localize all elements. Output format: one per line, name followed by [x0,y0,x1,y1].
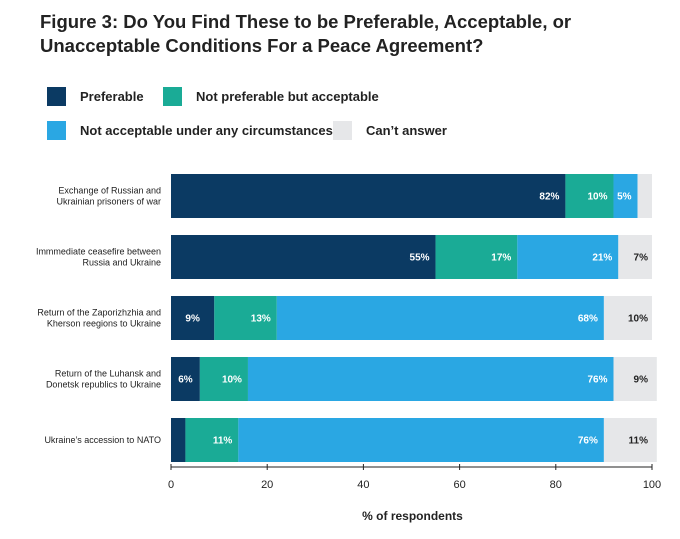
data-label: 9% [634,375,649,386]
chart-title: Figure 3: Do You Find These to be Prefer… [40,11,572,56]
bar-segment [613,174,638,218]
x-axis-title: % of respondents [362,509,463,523]
bar-segment [603,418,657,462]
legend-swatch [47,87,66,106]
data-label: 10% [628,314,648,325]
data-label: 82% [539,192,559,203]
legend-label: Not acceptable under any circumstances [80,123,333,138]
x-tick-label: 80 [550,479,562,491]
data-label: 10% [588,192,608,203]
legend-label: Preferable [80,89,144,104]
category-label: Return of the Luhansk and Donetsk republi… [46,369,161,390]
data-label: 17% [491,253,511,264]
bar-segment [171,357,200,401]
data-label: 11% [213,436,233,447]
legend-swatch [163,87,182,106]
bar-segment [517,235,619,279]
data-label: 10% [222,375,242,386]
legend-label: Not preferable but acceptable [196,89,379,104]
legend-item-preferable: Preferable [47,87,144,106]
x-tick-label: 20 [261,479,273,491]
legend-item-not-preferable-but-acceptable: Not preferable but acceptable [163,87,379,106]
x-tick-label: 0 [168,479,174,491]
legend-item-cant-answer: Can’t answer [333,121,447,140]
data-label: 68% [578,314,598,325]
bar-segment [185,418,239,462]
bar-segment [199,357,248,401]
data-label: 11% [629,436,649,447]
data-label: 55% [410,253,430,264]
bar-segment [171,174,566,218]
category-label: Immmediate ceasefire between Russia and U… [36,247,161,268]
bar-segment [214,296,277,340]
bar-segment [613,357,657,401]
data-label: 21% [592,253,612,264]
legend-item-not-acceptable: Not acceptable under any circumstances [47,121,333,140]
bar-segment [603,296,652,340]
bar-segment [238,418,604,462]
bar-segment [637,174,652,218]
data-label: 13% [251,314,271,325]
data-label: 5% [617,192,632,203]
bar-segment [171,418,186,462]
data-label: 9% [185,314,200,325]
data-label: 76% [578,436,598,447]
legend-swatch [333,121,352,140]
x-tick-label: 60 [453,479,465,491]
legend-label: Can’t answer [366,123,447,138]
category-label: Return of the Zaporizhzhia and Kherson re… [37,308,161,329]
x-tick-label: 40 [357,479,369,491]
category-label: Exchange of Russian and Ukrainian prisone… [56,186,161,207]
data-label: 6% [178,375,193,386]
bar-segment [435,235,518,279]
bar-segment [276,296,604,340]
bar-segment [618,235,652,279]
bar-segment [247,357,614,401]
legend-swatch [47,121,66,140]
data-label: 76% [588,375,608,386]
category-label: Ukraine’s accession to NATO [44,435,161,445]
bar-segment [171,296,215,340]
data-label: 7% [634,253,649,264]
x-tick-label: 100 [643,479,661,491]
bar-segment [171,235,436,279]
bar-segment [565,174,614,218]
